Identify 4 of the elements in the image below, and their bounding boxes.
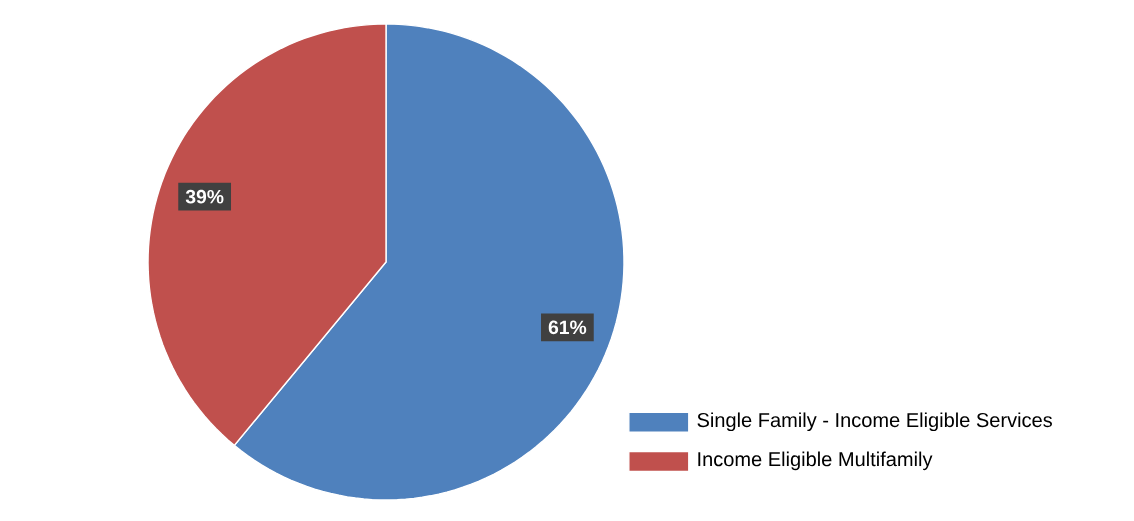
data-label: 39% bbox=[185, 189, 224, 204]
data-label: 61% bbox=[548, 320, 587, 335]
legend-label: Income Eligible Multifamily bbox=[698, 451, 933, 471]
legend-label: Single Family - Income Eligible Services bbox=[697, 412, 1052, 432]
